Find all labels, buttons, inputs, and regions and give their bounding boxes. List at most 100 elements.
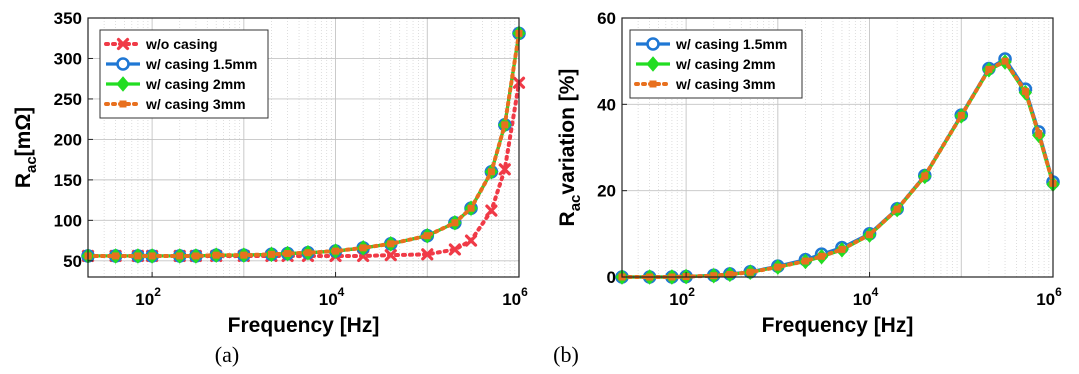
marker-square (1021, 87, 1029, 95)
marker-square (119, 100, 127, 108)
marker-square (838, 245, 846, 253)
marker-x (485, 204, 498, 217)
x-tick-base: 10 (1036, 290, 1055, 309)
y-tick-label: 0 (607, 268, 616, 287)
marker-square (487, 168, 495, 176)
marker-x (464, 234, 478, 247)
series-line-3 (86, 31, 521, 258)
y-tick-label: 350 (54, 9, 82, 28)
x-axis-label: Frequency [Hz] (762, 314, 914, 337)
marker-diamond (116, 76, 130, 92)
marker-square (501, 121, 509, 129)
marker-square (649, 80, 657, 88)
legend-label-0: w/ casing 1.5mm (675, 36, 787, 52)
y-axis-label-rest: [mΩ] (12, 107, 35, 157)
y-tick-label: 60 (597, 9, 616, 28)
x-tick-label: 106 (1036, 285, 1062, 309)
marker-square (710, 272, 718, 280)
marker-circle (646, 37, 660, 51)
marker-square (387, 240, 395, 248)
marker-square (985, 65, 993, 73)
y-tick-label: 40 (597, 95, 616, 114)
y-tick-label: 50 (63, 252, 82, 271)
marker-square (192, 252, 200, 260)
y-tick-label: 250 (54, 90, 82, 109)
x-tick-label: 102 (135, 285, 161, 309)
marker-x (448, 243, 461, 256)
marker-square (957, 112, 965, 120)
y-axis-label-main: R (12, 173, 35, 188)
marker-square (1001, 57, 1009, 65)
x-tick-label: 104 (853, 285, 879, 309)
panel-caption: (b) (553, 342, 579, 367)
marker-square (746, 268, 754, 276)
x-tick-label: 106 (502, 285, 528, 309)
x-tick-base: 10 (669, 290, 688, 309)
legend-label-2: w/ casing 3mm (675, 76, 776, 92)
marker-square (774, 263, 782, 271)
legend: w/ casing 1.5mm w/ casing 2mm w/ casing 3m… (629, 29, 803, 99)
y-tick-label: 150 (54, 171, 82, 190)
marker-square (467, 204, 475, 212)
y-axis-label-main: R (556, 211, 579, 226)
y-axis-label-subscript: ac (567, 195, 584, 212)
marker-square (893, 205, 901, 213)
y-tick-label: 100 (54, 211, 82, 230)
marker-square (1035, 130, 1043, 138)
axes-box (621, 17, 1054, 278)
marker-square (921, 172, 929, 180)
marker-square (148, 252, 156, 260)
marker-x (116, 37, 130, 51)
marker-x (384, 249, 397, 262)
marker-square (212, 251, 220, 259)
y-axis-label-rest: variation [%] (556, 69, 579, 195)
marker-square (423, 232, 431, 240)
legend-label-1: w/ casing 2mm (675, 56, 776, 72)
marker-x (421, 248, 434, 261)
legend: w/o casing w/ casing 1.5mm w/ casing 2mm w/… (99, 29, 269, 119)
axes-box (87, 17, 520, 278)
x-tick-label: 104 (319, 285, 345, 309)
legend-label-0: w/o casing (145, 36, 218, 52)
y-axis-label: Racvariation [%] (556, 69, 584, 227)
legend-label-2: w/ casing 2mm (145, 76, 246, 92)
y-axis-label: Rac[mΩ] (12, 107, 40, 188)
series-group (81, 25, 526, 264)
x-tick-exponent: 6 (1055, 285, 1062, 299)
marker-diamond (646, 56, 660, 72)
y-tick-label: 200 (54, 130, 82, 149)
y-tick-label: 20 (597, 182, 616, 201)
x-tick-exponent: 4 (872, 285, 879, 299)
panel-caption: (a) (215, 342, 239, 367)
x-tick-base: 10 (502, 290, 521, 309)
y-axis-label-subscript: ac (23, 156, 40, 173)
minor-grid (103, 18, 516, 277)
marker-square (801, 257, 809, 265)
marker-square (332, 247, 340, 255)
x-tick-exponent: 6 (521, 285, 528, 299)
marker-square (304, 249, 312, 257)
legend-label-1: w/ casing 1.5mm (145, 56, 257, 72)
x-tick-label: 102 (669, 285, 695, 309)
x-tick-exponent: 2 (688, 285, 695, 299)
marker-square (866, 231, 874, 239)
marker-square (240, 251, 248, 259)
marker-square (284, 250, 292, 258)
legend-label-3: w/ casing 3mm (145, 96, 246, 112)
marker-square (726, 270, 734, 278)
marker-square (267, 250, 275, 258)
marker-circle (116, 57, 130, 71)
marker-x (498, 163, 511, 176)
x-tick-exponent: 2 (154, 285, 161, 299)
marker-square (176, 252, 184, 260)
x-tick-base: 10 (135, 290, 154, 309)
marker-square (359, 244, 367, 252)
marker-square (451, 219, 459, 227)
x-tick-base: 10 (319, 290, 338, 309)
x-tick-base: 10 (853, 290, 872, 309)
x-tick-exponent: 4 (338, 285, 345, 299)
x-axis-label: Frequency [Hz] (228, 314, 380, 337)
